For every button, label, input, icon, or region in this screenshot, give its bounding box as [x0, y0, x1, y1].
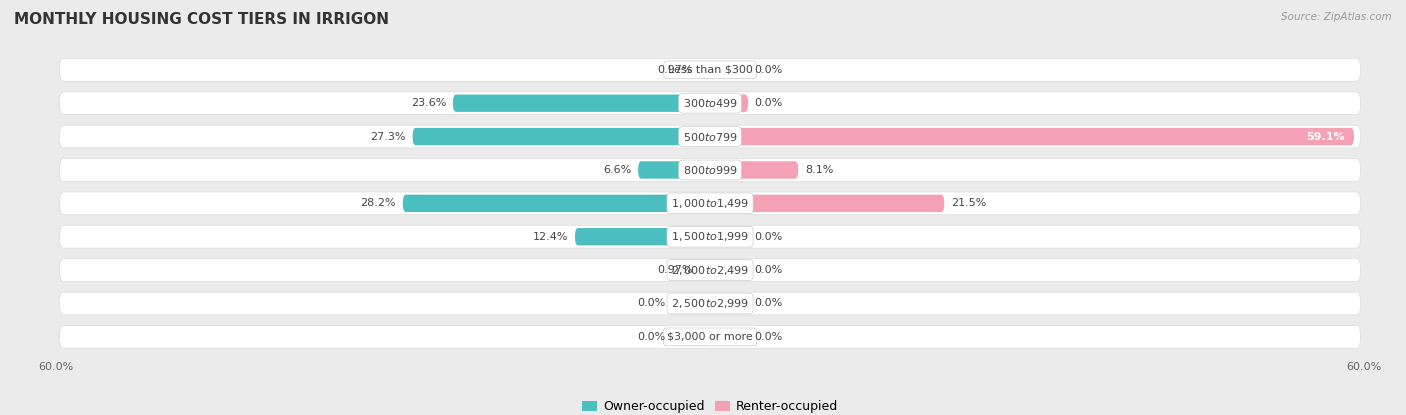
Text: 0.0%: 0.0% — [755, 65, 783, 75]
FancyBboxPatch shape — [710, 295, 748, 312]
Text: $2,500 to $2,999: $2,500 to $2,999 — [671, 297, 749, 310]
FancyBboxPatch shape — [710, 328, 748, 346]
FancyBboxPatch shape — [699, 261, 710, 279]
Text: $1,500 to $1,999: $1,500 to $1,999 — [671, 230, 749, 243]
Text: Source: ZipAtlas.com: Source: ZipAtlas.com — [1281, 12, 1392, 22]
Text: 6.6%: 6.6% — [603, 165, 631, 175]
FancyBboxPatch shape — [710, 161, 799, 178]
Text: $500 to $799: $500 to $799 — [682, 131, 738, 143]
FancyBboxPatch shape — [710, 61, 748, 78]
FancyBboxPatch shape — [59, 259, 1361, 281]
FancyBboxPatch shape — [59, 225, 1361, 248]
Text: $1,000 to $1,499: $1,000 to $1,499 — [671, 197, 749, 210]
Text: 21.5%: 21.5% — [950, 198, 986, 208]
Text: 0.97%: 0.97% — [658, 65, 693, 75]
FancyBboxPatch shape — [59, 292, 1361, 315]
Text: 0.0%: 0.0% — [755, 232, 783, 242]
FancyBboxPatch shape — [59, 192, 1361, 215]
Text: 0.0%: 0.0% — [637, 298, 665, 308]
FancyBboxPatch shape — [59, 59, 1361, 81]
FancyBboxPatch shape — [59, 159, 1361, 181]
Text: 0.0%: 0.0% — [755, 332, 783, 342]
FancyBboxPatch shape — [59, 325, 1361, 348]
FancyBboxPatch shape — [59, 92, 1361, 115]
FancyBboxPatch shape — [638, 161, 710, 178]
FancyBboxPatch shape — [402, 195, 710, 212]
Text: 0.97%: 0.97% — [658, 265, 693, 275]
Legend: Owner-occupied, Renter-occupied: Owner-occupied, Renter-occupied — [576, 395, 844, 415]
Text: 0.0%: 0.0% — [755, 98, 783, 108]
FancyBboxPatch shape — [710, 228, 748, 245]
Text: $2,000 to $2,499: $2,000 to $2,499 — [671, 264, 749, 277]
FancyBboxPatch shape — [710, 128, 1354, 145]
Text: MONTHLY HOUSING COST TIERS IN IRRIGON: MONTHLY HOUSING COST TIERS IN IRRIGON — [14, 12, 389, 27]
FancyBboxPatch shape — [453, 95, 710, 112]
Text: 0.0%: 0.0% — [755, 265, 783, 275]
Text: 12.4%: 12.4% — [533, 232, 568, 242]
FancyBboxPatch shape — [699, 61, 710, 78]
FancyBboxPatch shape — [575, 228, 710, 245]
Text: $3,000 or more: $3,000 or more — [668, 332, 752, 342]
Text: 0.0%: 0.0% — [637, 332, 665, 342]
FancyBboxPatch shape — [672, 328, 710, 346]
Text: 23.6%: 23.6% — [411, 98, 446, 108]
FancyBboxPatch shape — [59, 125, 1361, 148]
FancyBboxPatch shape — [710, 261, 748, 279]
Text: $300 to $499: $300 to $499 — [682, 97, 738, 109]
Text: 28.2%: 28.2% — [360, 198, 396, 208]
Text: 27.3%: 27.3% — [371, 132, 406, 142]
FancyBboxPatch shape — [710, 195, 945, 212]
Text: Less than $300: Less than $300 — [668, 65, 752, 75]
FancyBboxPatch shape — [412, 128, 710, 145]
Text: $800 to $999: $800 to $999 — [682, 164, 738, 176]
Text: 8.1%: 8.1% — [804, 165, 834, 175]
Text: 59.1%: 59.1% — [1306, 132, 1346, 142]
FancyBboxPatch shape — [672, 295, 710, 312]
Text: 0.0%: 0.0% — [755, 298, 783, 308]
FancyBboxPatch shape — [710, 95, 748, 112]
